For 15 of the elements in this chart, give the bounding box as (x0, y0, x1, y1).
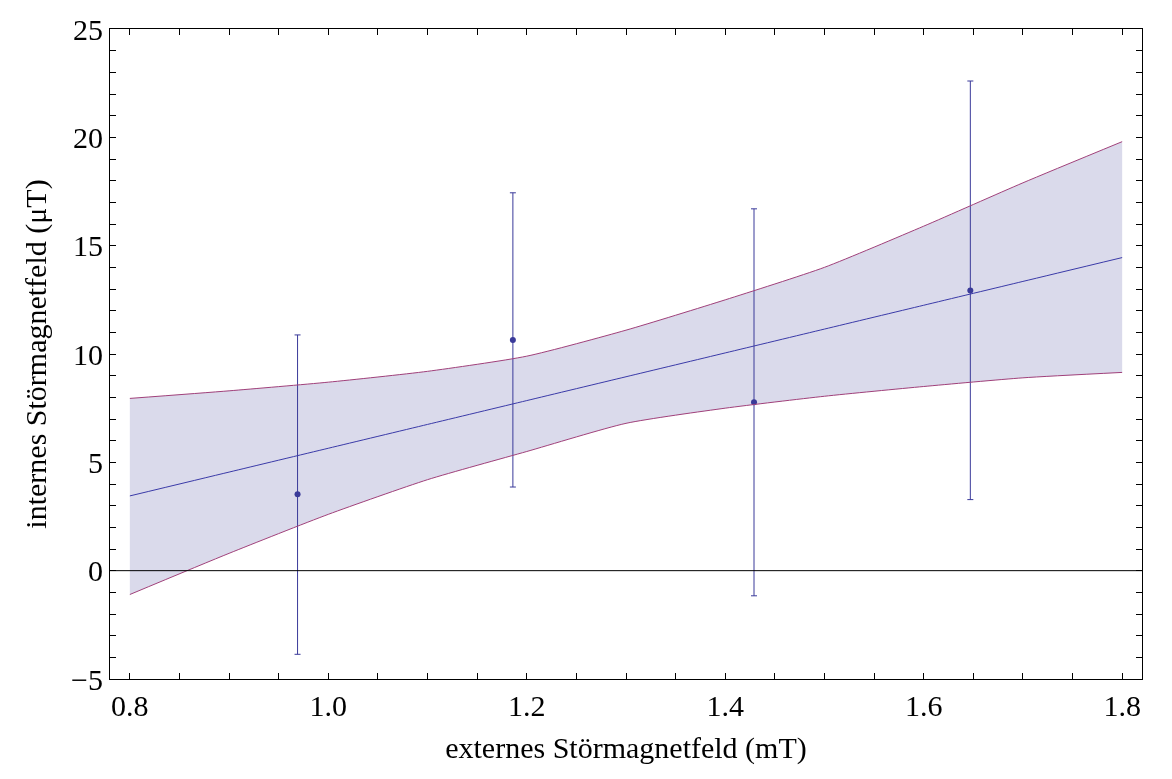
y-tick-label: 25 (73, 12, 103, 46)
y-tick-label: 15 (73, 229, 103, 263)
x-tick-label: 0.8 (111, 689, 149, 722)
x-tick-label: 1.0 (309, 689, 348, 722)
y-tick-label: 20 (73, 120, 103, 154)
x-tick-label: 1.2 (508, 689, 546, 722)
x-axis-title: externes Störmagnetfeld (mT) (445, 730, 807, 765)
x-tick-label: 1.4 (706, 689, 744, 722)
x-tick-label: 1.8 (1103, 689, 1141, 722)
x-tick-label: 1.6 (904, 689, 943, 722)
y-tick-label: 5 (88, 445, 103, 479)
y-axis-title: internes Störmagnetfeld (μT) (19, 179, 54, 529)
y-tick-label: 0 (88, 554, 103, 588)
y-tick-label: 10 (73, 337, 103, 371)
y-tick-label: −5 (71, 662, 103, 696)
